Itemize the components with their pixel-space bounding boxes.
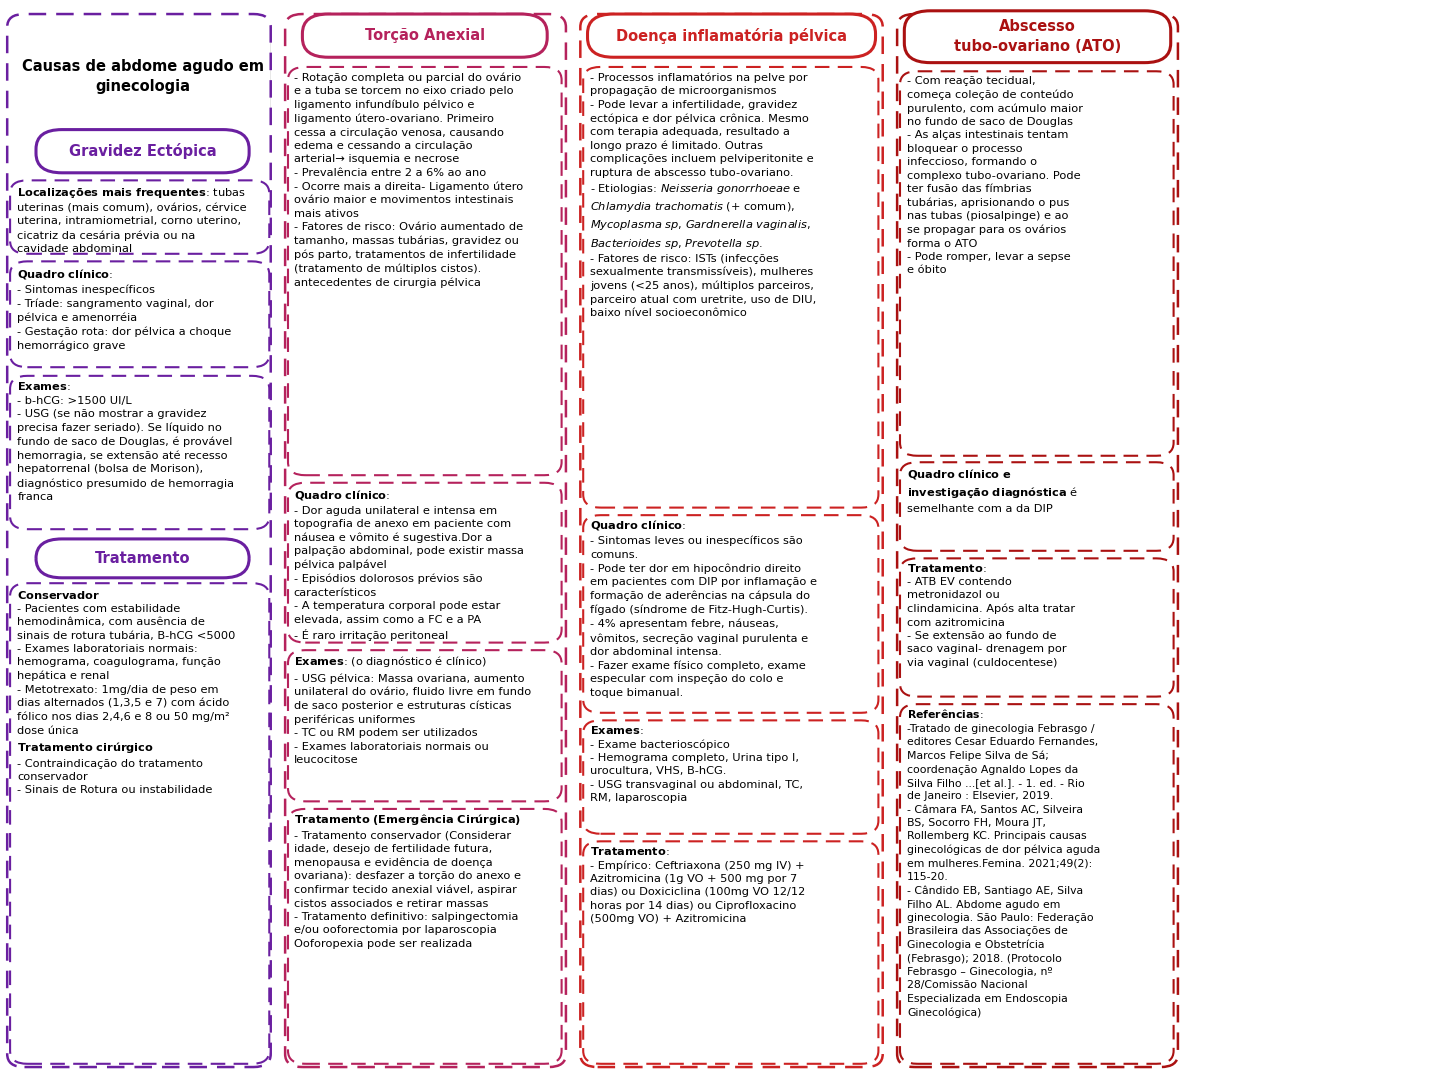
Text: $\bf{Exames}$:
- b-hCG: >1500 UI/L
- USG (se não mostrar a gravidez
precisa faze: $\bf{Exames}$: - b-hCG: >1500 UI/L - USG… (17, 380, 235, 502)
FancyBboxPatch shape (288, 650, 562, 801)
FancyBboxPatch shape (36, 539, 249, 578)
Text: $\bf{Exames}$: (o diagnóstico é clínico)
- USG pélvica: Massa ovariana, aumento
: $\bf{Exames}$: (o diagnóstico é clínico)… (294, 654, 531, 765)
FancyBboxPatch shape (588, 14, 876, 57)
Text: - Processos inflamatórios na pelve por
propagação de microorganismos
- Pode leva: - Processos inflamatórios na pelve por p… (590, 72, 816, 319)
FancyBboxPatch shape (583, 841, 878, 1064)
FancyBboxPatch shape (10, 261, 269, 367)
FancyBboxPatch shape (285, 14, 566, 1067)
FancyBboxPatch shape (36, 130, 249, 173)
FancyBboxPatch shape (904, 11, 1171, 63)
Text: Torção Anexial: Torção Anexial (364, 28, 485, 43)
FancyBboxPatch shape (900, 704, 1174, 1064)
Text: Tratamento: Tratamento (95, 551, 190, 566)
FancyBboxPatch shape (580, 14, 883, 1067)
FancyBboxPatch shape (288, 483, 562, 643)
FancyBboxPatch shape (288, 809, 562, 1064)
FancyBboxPatch shape (302, 14, 547, 57)
FancyBboxPatch shape (583, 515, 878, 713)
FancyBboxPatch shape (288, 67, 562, 475)
FancyBboxPatch shape (583, 720, 878, 834)
FancyBboxPatch shape (10, 583, 269, 1064)
FancyBboxPatch shape (900, 71, 1174, 456)
Text: Doença inflamatória pélvica: Doença inflamatória pélvica (616, 28, 847, 43)
FancyBboxPatch shape (900, 462, 1174, 551)
Text: Causas de abdome agudo em
ginecologia: Causas de abdome agudo em ginecologia (22, 58, 265, 94)
Text: Gravidez Ectópica: Gravidez Ectópica (69, 144, 216, 159)
FancyBboxPatch shape (897, 14, 1178, 1067)
Text: - Com reação tecidual,
começa coleção de conteúdo
purulento, com acúmulo maior
n: - Com reação tecidual, começa coleção de… (907, 76, 1083, 275)
FancyBboxPatch shape (10, 180, 269, 254)
Text: $\bf{Tratamento}$:
- ATB EV contendo
metronidazol ou
clindamicina. Após alta tra: $\bf{Tratamento}$: - ATB EV contendo met… (907, 562, 1076, 667)
FancyBboxPatch shape (900, 558, 1174, 697)
Text: $\bf{Quadro\ clínico}$:
- Dor aguda unilateral e intensa em
topografia de anexo : $\bf{Quadro\ clínico}$: - Dor aguda unil… (294, 488, 524, 640)
Text: $\bf{Quadro\ clínico}$:
- Sintomas leves ou inespecíficos são
comuns.
- Pode ter: $\bf{Quadro\ clínico}$: - Sintomas leves… (590, 518, 818, 698)
Text: $\bf{Tratamento}$:
- Empírico: Ceftriaxona (250 mg IV) +
Azitromicina (1g VO + 5: $\bf{Tratamento}$: - Empírico: Ceftriaxo… (590, 845, 805, 924)
Text: Abscesso
tubo-ovariano (ATO): Abscesso tubo-ovariano (ATO) (953, 19, 1122, 54)
Text: $\bf{Quadro\ clínico}$:
- Sintomas inespecíficos
- Tríade: sangramento vaginal, : $\bf{Quadro\ clínico}$: - Sintomas inesp… (17, 267, 232, 351)
Text: $\bf{Exames}$:
- Exame bacterioscópico
- Hemograma completo, Urina tipo I,
urocu: $\bf{Exames}$: - Exame bacterioscópico -… (590, 724, 804, 804)
FancyBboxPatch shape (7, 14, 271, 1067)
FancyBboxPatch shape (583, 67, 878, 508)
Text: $\bf{Referências}$:
-Tratado de ginecologia Febrasgo /
editores Cesar Eduardo Fe: $\bf{Referências}$: -Tratado de ginecolo… (907, 707, 1100, 1017)
FancyBboxPatch shape (17, 25, 269, 127)
FancyBboxPatch shape (10, 376, 269, 529)
Text: $\bf{Localizações\ mais\ frequentes}$: tubas
uterinas (mais comum), ovários, cér: $\bf{Localizações\ mais\ frequentes}$: t… (17, 186, 246, 254)
Text: $\bf{Quadro\ clínico\ e}$
$\bf{investigação\ diagnóstica}$ é
semelhante com a da: $\bf{Quadro\ clínico\ e}$ $\bf{investiga… (907, 467, 1079, 514)
Text: - Rotação completa ou parcial do ovário
e a tuba se torcem no eixo criado pelo
l: - Rotação completa ou parcial do ovário … (294, 72, 523, 288)
Text: $\bf{Conservador}$
- Pacientes com estabilidade
hemodinâmica, com ausência de
si: $\bf{Conservador}$ - Pacientes com estab… (17, 589, 236, 795)
Text: $\bf{Tratamento\ (Emergência\ Cirúrgica)}$
- Tratamento conservador (Considerar
: $\bf{Tratamento\ (Emergência\ Cirúrgica)… (294, 812, 521, 949)
